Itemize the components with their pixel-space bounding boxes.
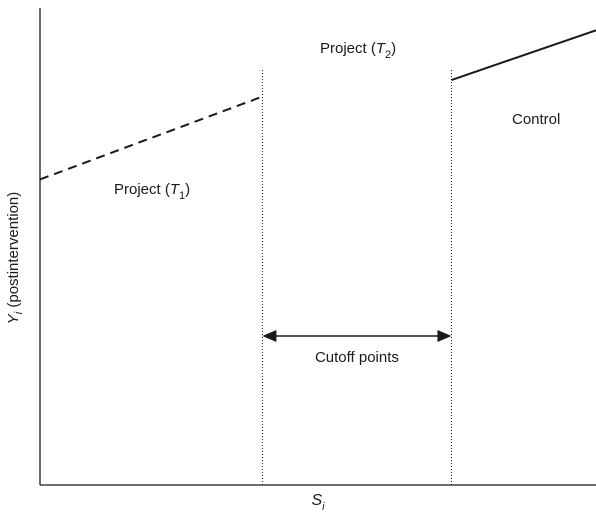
series-label-3: Control bbox=[512, 111, 560, 128]
cutoff-arrow-right-head bbox=[437, 330, 452, 342]
series-line-3 bbox=[451, 29, 596, 81]
series-label-1: Project (T1) bbox=[114, 181, 190, 202]
series-label-2: Project (T2) bbox=[320, 40, 396, 61]
series-lines bbox=[39, 29, 596, 181]
series-labels: Project (T1) Project (T2) Control bbox=[114, 40, 560, 202]
axes bbox=[39, 8, 596, 486]
cutoff-arrow-left-head bbox=[262, 330, 277, 342]
cutoff-points-label: Cutoff points bbox=[315, 349, 399, 366]
y-axis-label: Yi (postintervention) bbox=[5, 192, 25, 325]
series-line-1 bbox=[39, 95, 263, 181]
cutoff-range-arrow bbox=[262, 330, 452, 342]
cutoff-lines bbox=[261, 70, 452, 485]
x-axis-label: Si bbox=[311, 492, 325, 513]
